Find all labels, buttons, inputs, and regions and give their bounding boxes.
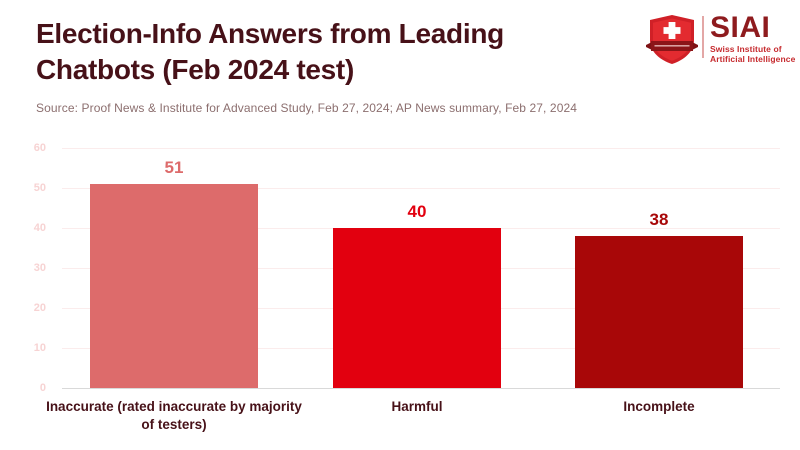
logo-text-block: SIAI Swiss Institute of Artificial Intel… [710,12,795,65]
source-caption: Source: Proof News & Institute for Advan… [36,101,578,115]
gridline-y0 [62,388,780,389]
swiss-shield-cross-icon [644,12,700,71]
logo-subtitle-line1: Swiss Institute of [710,43,782,54]
y-axis-tick-30: 30 [33,262,46,274]
y-axis-tick-20: 20 [33,302,46,314]
y-axis-tick-50: 50 [33,182,46,194]
logo-wordmark: SIAI [710,11,771,44]
siai-logo: SIAI Swiss Institute of Artificial Intel… [644,12,795,71]
value-label-3: 38 [649,210,669,229]
logo-divider [702,16,704,58]
y-axis-tick-10: 10 [33,342,46,354]
y-axis-tick-40: 40 [33,222,46,234]
category-label-3: Incomplete [623,399,695,414]
value-label-1: 51 [164,158,184,177]
gridline-y50 [62,188,780,189]
y-axis-tick-60: 60 [33,142,46,154]
logo-subtitle-line2: Artificial Intelligence [710,54,796,65]
value-label-2: 40 [407,202,427,221]
category-label-2: Harmful [391,399,443,414]
gridline-y60 [62,148,780,149]
bar-3[interactable] [575,236,743,388]
category-label-1: Inaccurate (rated inaccurate by majority… [46,399,302,432]
bar-2[interactable] [333,228,501,388]
bar-1[interactable] [90,184,258,388]
y-axis-tick-0: 0 [39,382,46,394]
page-title: Election-Info Answers from Leading Chatb… [36,18,504,86]
